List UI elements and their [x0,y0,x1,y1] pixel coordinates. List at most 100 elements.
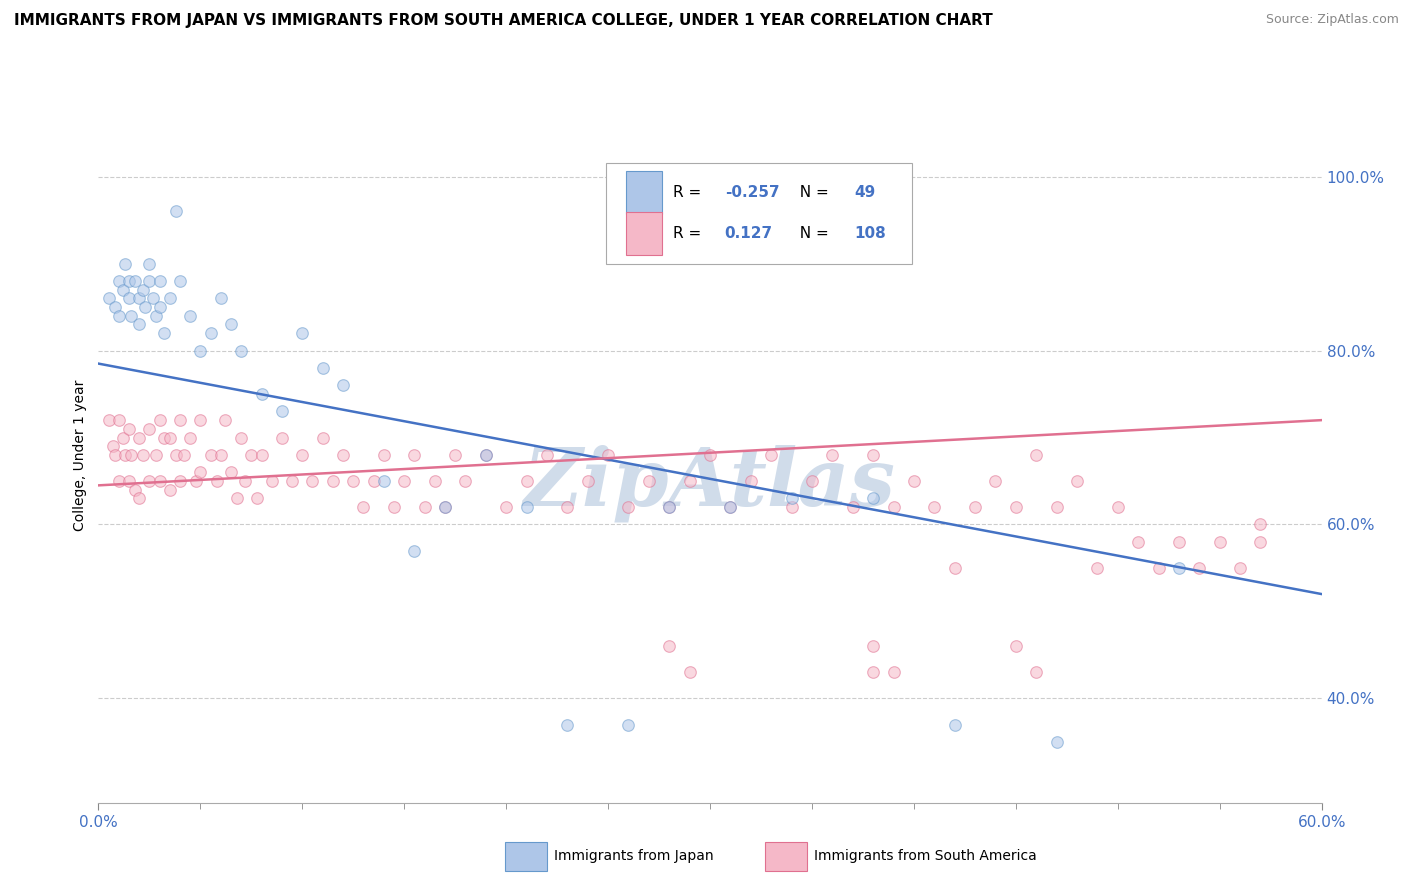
Point [149,474,172,488]
Point [169,274,191,288]
Point [658,639,681,653]
Text: Immigrants from South America: Immigrants from South America [814,849,1036,863]
Point [841,500,863,514]
Point [118,274,141,288]
Point [598,448,620,462]
Point [373,448,395,462]
Text: Immigrants from Japan: Immigrants from Japan [554,849,714,863]
Point [474,448,498,462]
FancyBboxPatch shape [606,162,912,263]
Text: 108: 108 [855,227,886,242]
Point [179,309,201,323]
Point [209,291,232,305]
Point [862,639,884,653]
Point [97,413,120,427]
Point [1209,535,1232,549]
Point [821,448,844,462]
Point [179,431,201,445]
Point [169,413,191,427]
Text: IMMIGRANTS FROM JAPAN VS IMMIGRANTS FROM SOUTH AMERICA COLLEGE, UNDER 1 YEAR COR: IMMIGRANTS FROM JAPAN VS IMMIGRANTS FROM… [14,13,993,29]
Point [240,448,263,462]
Point [382,500,405,514]
Point [233,474,256,488]
Point [658,500,681,514]
Point [312,360,335,375]
Y-axis label: College, Under 1 year: College, Under 1 year [73,379,87,531]
Point [1045,735,1069,749]
Point [138,274,160,288]
Point [270,431,294,445]
Point [138,422,160,436]
Point [423,474,446,488]
Point [883,665,905,680]
Point [169,474,191,488]
Point [231,343,253,358]
FancyBboxPatch shape [626,171,662,214]
Point [188,413,212,427]
Point [173,448,195,462]
Point [226,491,249,506]
Point [495,500,517,514]
Point [404,543,426,558]
Point [1004,639,1026,653]
Point [1167,535,1189,549]
Point [363,474,385,488]
Point [219,466,242,480]
Point [740,474,762,488]
Text: ZipAtlas: ZipAtlas [524,444,896,522]
Point [555,500,579,514]
Point [392,474,416,488]
Point [152,431,174,445]
Point [984,474,1007,488]
Point [301,474,323,488]
Point [862,491,884,506]
Point [1085,561,1108,575]
Point [104,448,127,462]
Point [118,422,141,436]
FancyBboxPatch shape [626,212,662,255]
Point [138,257,160,271]
Point [270,404,294,418]
Point [1107,500,1129,514]
Text: -0.257: -0.257 [724,185,779,200]
Point [142,291,165,305]
Point [322,474,344,488]
Point [246,491,269,506]
Point [780,491,803,506]
Point [291,448,314,462]
Point [617,500,640,514]
Point [108,413,131,427]
Point [97,291,120,305]
Point [108,474,131,488]
Point [1066,474,1088,488]
Point [332,378,354,392]
Point [883,500,905,514]
Point [434,500,457,514]
Point [1025,448,1047,462]
Text: N =: N = [790,185,834,200]
Point [281,474,304,488]
Point [145,309,167,323]
Point [965,500,987,514]
Point [250,387,273,401]
Point [352,500,374,514]
Point [516,474,538,488]
Point [219,318,242,332]
Point [1249,535,1271,549]
Point [1004,500,1026,514]
Point [231,431,253,445]
Point [118,474,141,488]
Point [124,483,146,497]
Point [1188,561,1211,575]
Point [260,474,283,488]
Point [903,474,925,488]
Point [120,309,142,323]
Point [111,431,134,445]
Text: N =: N = [790,227,834,242]
Point [862,665,884,680]
Point [188,343,212,358]
Point [780,500,803,514]
Point [332,448,354,462]
Point [413,500,436,514]
Point [250,448,273,462]
